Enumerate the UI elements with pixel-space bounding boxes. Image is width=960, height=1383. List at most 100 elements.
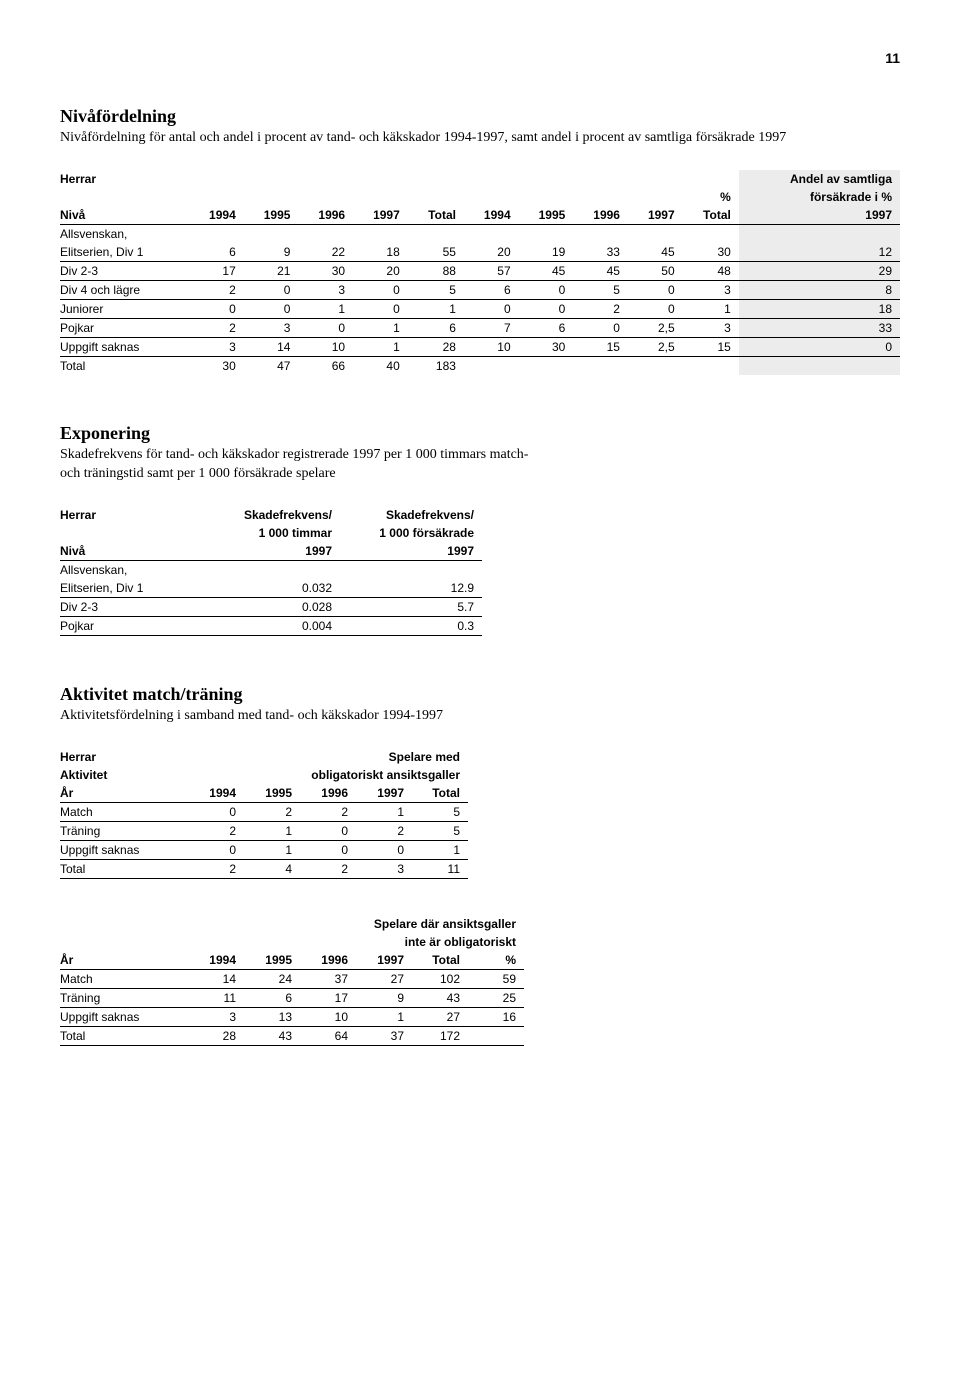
- row-label: Träning: [60, 988, 188, 1007]
- cell: 0: [356, 840, 412, 859]
- section-exponering: Exponering Skadefrekvens för tand- och k…: [60, 423, 900, 636]
- col-niva: Nivå: [60, 206, 189, 225]
- cell: 0: [519, 280, 574, 299]
- col-year: 1995: [244, 206, 299, 225]
- cell: 28: [408, 337, 464, 356]
- cell: 45: [628, 243, 683, 262]
- cell: 30: [683, 243, 739, 262]
- cell: 27: [356, 969, 412, 988]
- cell: 15: [683, 337, 739, 356]
- cell: 3: [356, 859, 412, 878]
- col-year: 1997: [356, 784, 412, 803]
- cell: 1: [353, 318, 408, 337]
- col-year: %: [468, 951, 524, 970]
- cell: [464, 356, 519, 375]
- col-year: 1995: [519, 206, 574, 225]
- t1-herrar: Herrar: [60, 748, 188, 766]
- sec2-c1b: 1 000 timmar: [198, 524, 340, 542]
- cell: 102: [412, 969, 468, 988]
- sec2-c1c: 1997: [198, 542, 340, 561]
- cell: 28: [188, 1026, 244, 1045]
- cell: 17: [189, 261, 244, 280]
- cell: 3: [683, 318, 739, 337]
- sec2-c2c: 1997: [340, 542, 482, 561]
- cell: 2: [300, 802, 356, 821]
- col-year: Total: [408, 206, 464, 225]
- cell: 45: [519, 261, 574, 280]
- cell: 0: [739, 337, 900, 356]
- cell: 57: [464, 261, 519, 280]
- cell: 10: [464, 337, 519, 356]
- cell: 5: [408, 280, 464, 299]
- col-year: 1996: [573, 206, 628, 225]
- cell: 66: [298, 356, 353, 375]
- cell: 64: [300, 1026, 356, 1045]
- t2-h2b: inte är obligatoriskt: [188, 933, 524, 951]
- cell: 21: [244, 261, 299, 280]
- cell: 25: [468, 988, 524, 1007]
- col-year: Total: [412, 784, 468, 803]
- col-andel1: Andel av samtliga: [739, 170, 900, 188]
- col-year: 1997: [353, 206, 408, 225]
- col-andel2: försäkrade i %: [739, 188, 900, 206]
- cell: 5: [573, 280, 628, 299]
- col-year: 1995: [244, 784, 300, 803]
- row-label: Uppgift saknas: [60, 337, 189, 356]
- sec2-c1a: Skadefrekvens/: [198, 506, 340, 524]
- row-label: Träning: [60, 821, 188, 840]
- cell: 2: [573, 299, 628, 318]
- cell: 0: [573, 318, 628, 337]
- col-year: 1997: [628, 206, 683, 225]
- cell: 59: [468, 969, 524, 988]
- table-aktivitet-1: Herrar Spelare med Aktivitet obligatoris…: [60, 748, 468, 879]
- cell: 8: [739, 280, 900, 299]
- row-label: Total: [60, 356, 189, 375]
- col-year: Total: [412, 951, 468, 970]
- row-label: Allsvenskan,: [60, 224, 189, 243]
- row-label: Match: [60, 969, 188, 988]
- cell: 2: [356, 821, 412, 840]
- section-aktivitet: Aktivitet match/träning Aktivitetsfördel…: [60, 684, 900, 1046]
- cell: 5: [412, 821, 468, 840]
- cell: 0: [464, 299, 519, 318]
- cell: 10: [300, 1007, 356, 1026]
- cell: 12.9: [340, 579, 482, 598]
- cell: 2: [300, 859, 356, 878]
- cell: 2: [244, 802, 300, 821]
- cell: 37: [356, 1026, 412, 1045]
- sec2-intro: Skadefrekvens för tand- och käkskador re…: [60, 446, 540, 484]
- cell: 3: [188, 1007, 244, 1026]
- cell: [683, 356, 739, 375]
- cell: 6: [408, 318, 464, 337]
- cell: 48: [683, 261, 739, 280]
- col-year: 1996: [300, 951, 356, 970]
- row-label: Div 2-3: [60, 597, 198, 616]
- sec3-title: Aktivitet match/träning: [60, 684, 900, 705]
- cell: [573, 356, 628, 375]
- cell: 55: [408, 243, 464, 262]
- cell: 14: [244, 337, 299, 356]
- cell: 1: [353, 337, 408, 356]
- cell: 0: [298, 318, 353, 337]
- cell: 22: [298, 243, 353, 262]
- col-herrar: Herrar: [60, 170, 189, 188]
- sec1-title: Nivåfördelning: [60, 106, 900, 127]
- cell: 0: [244, 280, 299, 299]
- cell: 19: [519, 243, 574, 262]
- cell: 0.004: [198, 616, 340, 635]
- cell: 1: [244, 821, 300, 840]
- cell: 1: [683, 299, 739, 318]
- t1-h2b: obligatoriskt ansiktsgaller: [188, 766, 468, 784]
- cell: 15: [573, 337, 628, 356]
- row-label: Uppgift saknas: [60, 840, 188, 859]
- cell: 3: [683, 280, 739, 299]
- cell: 6: [244, 988, 300, 1007]
- col-pct: %: [683, 188, 739, 206]
- cell: 6: [464, 280, 519, 299]
- cell: 3: [189, 337, 244, 356]
- cell: 12: [739, 243, 900, 262]
- cell: 13: [244, 1007, 300, 1026]
- cell: 0.028: [198, 597, 340, 616]
- t1-h2a: Spelare med: [188, 748, 468, 766]
- cell: 5: [412, 802, 468, 821]
